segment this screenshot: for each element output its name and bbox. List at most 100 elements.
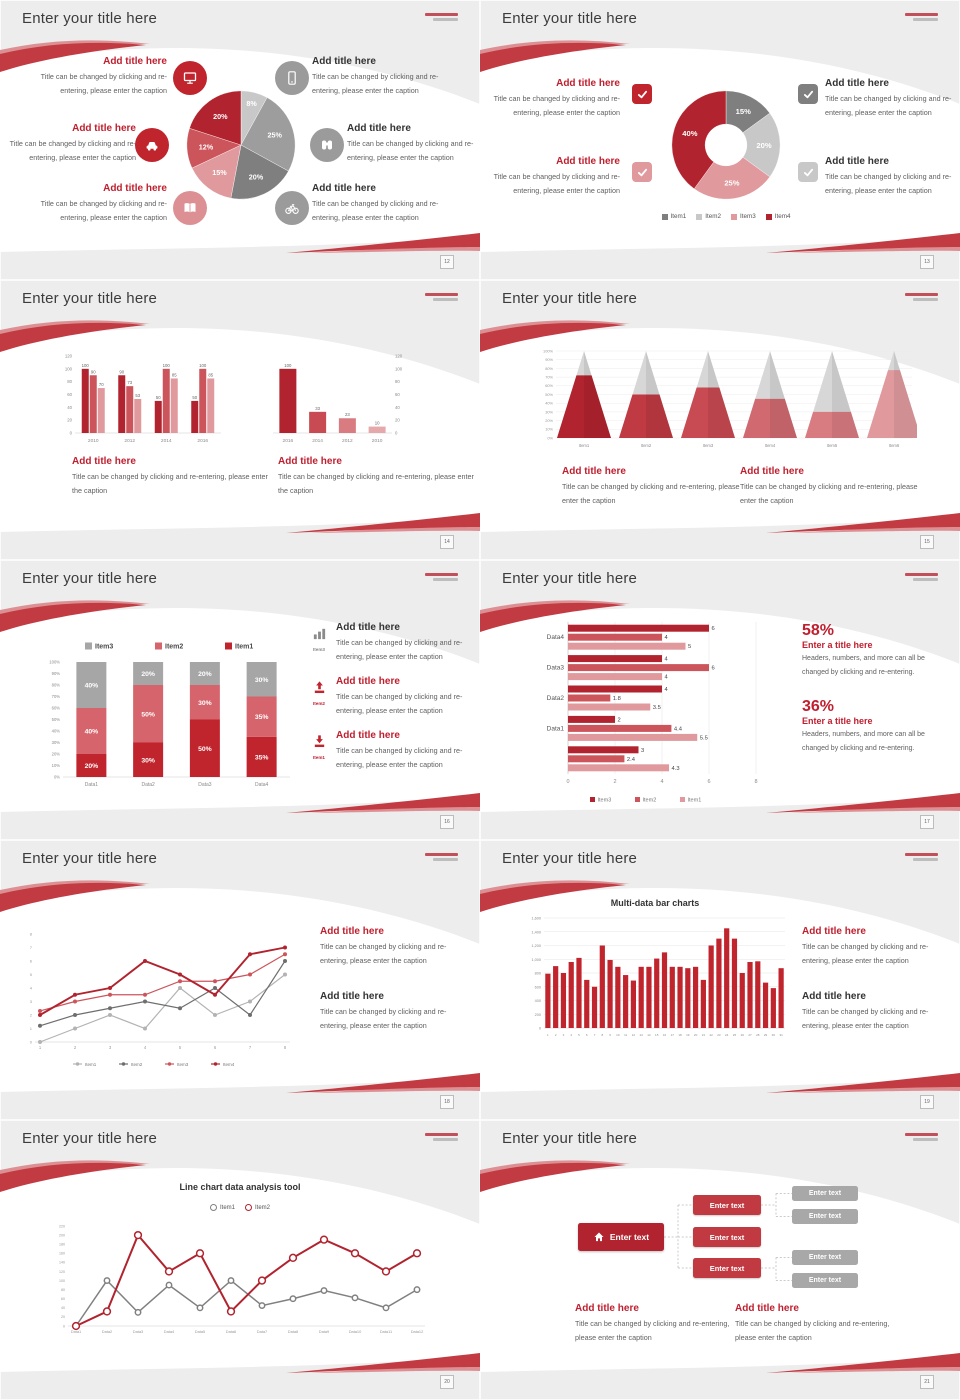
callout-block: Add title here Title can be changed by c…	[336, 622, 468, 664]
svg-text:30%: 30%	[545, 409, 553, 414]
svg-text:80: 80	[61, 1288, 65, 1292]
flow-leaf-node: Enter text	[792, 1209, 858, 1224]
svg-text:6: 6	[214, 1045, 217, 1050]
upload-icon: Item2	[306, 680, 332, 706]
checkmark-icon	[798, 162, 818, 182]
slide-cone-chart[interactable]: Enter your title here 0% 10% 20% 30% 40% 50% 6…	[480, 280, 960, 560]
svg-text:19: 19	[686, 1033, 690, 1037]
add-title-heading: Add title here	[336, 622, 400, 633]
add-title-heading: Add title here	[575, 1303, 639, 1314]
svg-text:2010: 2010	[88, 438, 99, 444]
callout-block: Add title here Title can be changed by c…	[735, 1303, 895, 1345]
svg-text:8: 8	[754, 779, 757, 785]
svg-text:20%: 20%	[85, 763, 99, 770]
svg-text:60: 60	[67, 392, 72, 397]
add-title-heading: Add title here	[562, 466, 626, 477]
svg-text:0: 0	[30, 1039, 33, 1044]
svg-text:30%: 30%	[255, 677, 269, 684]
svg-text:10%: 10%	[52, 763, 61, 768]
svg-text:Item1: Item1	[85, 1062, 97, 1067]
logo-mark	[905, 853, 938, 861]
svg-text:600: 600	[535, 985, 541, 989]
flow-leaf-node: Enter text	[792, 1250, 858, 1265]
svg-text:2016: 2016	[283, 438, 294, 444]
svg-text:40%: 40%	[682, 129, 697, 138]
svg-text:6: 6	[707, 779, 710, 785]
callout-block: Add title here Title can be changed by c…	[575, 1303, 735, 1345]
svg-text:Item5: Item5	[827, 443, 838, 448]
flow-node-label: Enter text	[709, 1200, 745, 1210]
svg-text:0: 0	[63, 1324, 65, 1328]
logo-mark	[905, 573, 938, 581]
svg-text:2012: 2012	[124, 438, 135, 444]
callout-block: Add title here Title can be changed by c…	[320, 926, 465, 968]
callout-block: Add title here Title can be changed by c…	[72, 456, 268, 498]
svg-text:3: 3	[641, 748, 644, 754]
slide-title: Enter your title here	[22, 570, 158, 587]
flow-node-label: Enter text	[709, 1232, 745, 1242]
svg-text:30%: 30%	[141, 757, 155, 764]
slide-stacked-columns[interactable]: Enter your title here Item3 Item2 Item1 0% 1…	[0, 560, 480, 840]
slide-title: Enter your title here	[22, 10, 158, 27]
svg-text:20%: 20%	[213, 112, 228, 121]
svg-text:0%: 0%	[54, 775, 60, 780]
svg-text:7: 7	[249, 1045, 252, 1050]
legend-item: Item4	[765, 213, 791, 220]
svg-text:10: 10	[616, 1033, 620, 1037]
slide-title: Enter your title here	[502, 1130, 638, 1147]
svg-text:1,400: 1,400	[531, 930, 541, 934]
svg-text:Data2: Data2	[102, 1329, 112, 1334]
flow-root-node: Enter text	[578, 1223, 664, 1251]
slide-line-chart[interactable]: Enter your title here 0 1 2 3 4 5 6 7 8 1 2 3 4 5 6 7 8 I…	[0, 840, 480, 1120]
page-number: 13	[920, 255, 934, 269]
svg-text:5: 5	[578, 1033, 580, 1037]
slide-flow-diagram[interactable]: Enter your title here Enter text Enter t…	[480, 1120, 960, 1400]
svg-text:28: 28	[756, 1033, 760, 1037]
svg-text:60%: 60%	[545, 383, 553, 388]
svg-text:100: 100	[199, 363, 207, 368]
slide-multidata-bars[interactable]: Enter your title here Multi-data bar cha…	[480, 840, 960, 1120]
svg-text:Data6: Data6	[226, 1329, 236, 1334]
slide-horizontal-bars[interactable]: Enter your title here 0 2 4 6 8 Data4 6 4 5 Data3…	[480, 560, 960, 840]
svg-text:12: 12	[632, 1033, 636, 1037]
svg-text:70: 70	[99, 382, 104, 387]
stat-title: Enter a title here	[802, 715, 873, 726]
svg-text:70%: 70%	[52, 694, 61, 699]
slide-pie-infographic[interactable]: Enter your title here 8% 25% 20% 15% 12% 20% …	[0, 0, 480, 280]
svg-text:60: 60	[61, 1297, 65, 1301]
svg-text:4: 4	[665, 635, 669, 641]
logo-mark	[905, 1133, 938, 1141]
stat-caption: Headers, numbers, and more can all be ch…	[802, 654, 925, 676]
svg-text:Data3: Data3	[133, 1329, 143, 1334]
svg-text:Data11: Data11	[380, 1329, 392, 1334]
svg-text:100: 100	[65, 366, 73, 371]
svg-text:90%: 90%	[52, 671, 61, 676]
slide-line-analysis[interactable]: Enter your title here Line chart data an…	[0, 1120, 480, 1400]
svg-text:73: 73	[127, 380, 132, 385]
svg-text:40: 40	[395, 405, 400, 410]
donut-legend: Item1 Item2 Item3 Item4	[626, 213, 826, 220]
caption: Title can be changed by clicking and re-…	[740, 482, 918, 506]
slide-column-charts[interactable]: Enter your title here 0 20 40 60 80 100 120 201…	[0, 280, 480, 560]
caption: Title can be changed by clicking and re-…	[40, 199, 167, 223]
slide-donut-chart[interactable]: Enter your title here 15% 20% 25% 40% Item1…	[480, 0, 960, 280]
svg-text:1,600: 1,600	[531, 917, 541, 921]
pie-chart: 8% 25% 20% 15% 12% 20%	[186, 90, 296, 200]
svg-text:25%: 25%	[268, 131, 283, 140]
svg-text:2: 2	[30, 1012, 33, 1017]
legend-item: Item3	[731, 213, 756, 220]
flow-child-node: Enter text	[693, 1195, 761, 1215]
svg-text:40%: 40%	[85, 729, 99, 736]
car-icon	[135, 128, 169, 162]
svg-text:20: 20	[395, 418, 400, 423]
callout-block: Add title here Title can be changed by c…	[480, 78, 620, 120]
slide-title: Enter your title here	[502, 290, 638, 307]
flow-child-node: Enter text	[693, 1258, 761, 1278]
callout-block: Add title here Title can be changed by c…	[0, 123, 136, 165]
add-title-heading: Add title here	[336, 730, 400, 741]
svg-text:15: 15	[655, 1033, 659, 1037]
svg-text:80%: 80%	[545, 366, 553, 371]
svg-text:85: 85	[208, 372, 213, 377]
caption: Title can be changed by clicking and re-…	[320, 1007, 447, 1031]
svg-text:4: 4	[570, 1033, 572, 1037]
